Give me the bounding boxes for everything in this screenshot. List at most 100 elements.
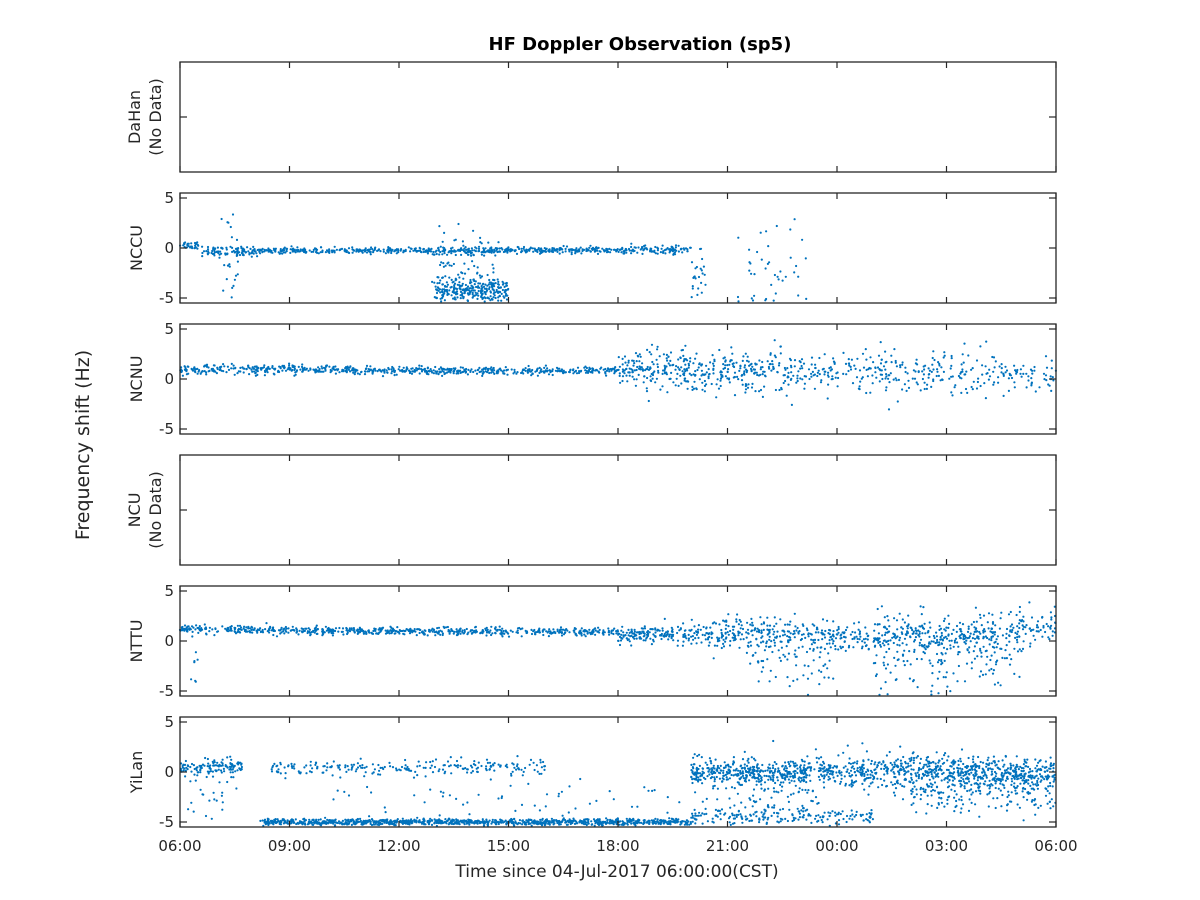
data-point xyxy=(703,384,707,387)
data-point xyxy=(666,630,669,633)
data-point xyxy=(656,249,660,252)
data-point xyxy=(989,630,992,633)
data-point xyxy=(819,651,822,654)
data-point xyxy=(790,371,793,374)
data-point xyxy=(358,764,362,768)
data-point xyxy=(234,274,238,277)
data-point xyxy=(397,631,400,634)
data-point xyxy=(494,247,497,250)
data-point xyxy=(885,628,889,631)
data-point xyxy=(454,253,457,257)
data-point xyxy=(896,650,899,653)
y-tick-label: 5 xyxy=(164,320,174,338)
data-point xyxy=(642,639,645,642)
data-point xyxy=(251,366,254,369)
data-point xyxy=(994,640,997,644)
data-point xyxy=(875,654,878,657)
data-point xyxy=(664,252,667,255)
data-point xyxy=(378,627,381,630)
data-point xyxy=(853,364,856,367)
data-point xyxy=(261,247,264,250)
data-point xyxy=(471,770,474,773)
data-point xyxy=(750,617,753,621)
data-point xyxy=(692,387,696,390)
data-point xyxy=(804,636,807,640)
data-point xyxy=(922,365,925,368)
data-point xyxy=(751,654,754,657)
data-point xyxy=(790,403,794,406)
data-point xyxy=(547,373,551,376)
data-point xyxy=(458,281,461,284)
data-point xyxy=(453,764,456,767)
data-point xyxy=(183,242,186,245)
data-point xyxy=(183,767,186,770)
data-point xyxy=(715,383,718,386)
data-point xyxy=(602,249,606,252)
data-point xyxy=(584,365,587,368)
data-point xyxy=(651,250,654,253)
data-point xyxy=(480,253,483,256)
data-point xyxy=(594,627,597,630)
data-point xyxy=(993,651,996,654)
data-point xyxy=(226,221,229,224)
data-point xyxy=(832,620,835,623)
data-point xyxy=(259,630,262,634)
data-point xyxy=(960,371,963,374)
data-point xyxy=(961,368,964,371)
data-point xyxy=(325,365,328,368)
data-point xyxy=(704,283,707,286)
data-point xyxy=(957,374,961,378)
data-point xyxy=(966,630,970,634)
data-point xyxy=(754,371,757,374)
data-point xyxy=(741,373,744,377)
data-point xyxy=(463,247,466,250)
data-point xyxy=(426,252,429,255)
data-point xyxy=(819,381,823,384)
data-point xyxy=(197,771,200,774)
data-point xyxy=(196,774,199,777)
data-point xyxy=(496,278,499,281)
data-point xyxy=(641,362,644,365)
data-point xyxy=(715,396,718,399)
data-point xyxy=(432,253,435,256)
data-point xyxy=(672,639,675,642)
data-point xyxy=(817,669,821,672)
data-point xyxy=(486,284,489,287)
data-point xyxy=(416,367,419,370)
data-point xyxy=(652,363,655,366)
data-point xyxy=(936,661,940,664)
data-point xyxy=(879,687,883,690)
data-point xyxy=(225,248,228,251)
data-point xyxy=(630,628,633,631)
data-point xyxy=(816,371,820,374)
data-point xyxy=(194,679,197,682)
data-point xyxy=(365,765,368,768)
data-point xyxy=(266,371,269,374)
data-point xyxy=(417,249,420,252)
data-point xyxy=(472,286,475,289)
data-point xyxy=(363,370,367,373)
data-point xyxy=(695,633,699,637)
data-point xyxy=(790,377,793,380)
data-point xyxy=(181,374,184,377)
data-point xyxy=(1031,372,1034,375)
data-point xyxy=(491,632,494,635)
data-point xyxy=(825,642,829,645)
data-point xyxy=(441,632,444,635)
data-point xyxy=(681,251,684,254)
data-point xyxy=(349,370,352,373)
data-point xyxy=(643,627,647,630)
data-point xyxy=(906,372,909,375)
data-point xyxy=(700,374,703,377)
data-point xyxy=(878,380,881,383)
data-point xyxy=(332,249,335,252)
data-point xyxy=(229,768,233,771)
data-point xyxy=(894,359,897,363)
data-point xyxy=(183,624,187,627)
data-point xyxy=(1033,365,1036,369)
data-point xyxy=(229,225,232,229)
data-point xyxy=(689,360,692,363)
data-point xyxy=(410,769,413,772)
data-point xyxy=(243,249,246,253)
data-point xyxy=(584,629,587,632)
